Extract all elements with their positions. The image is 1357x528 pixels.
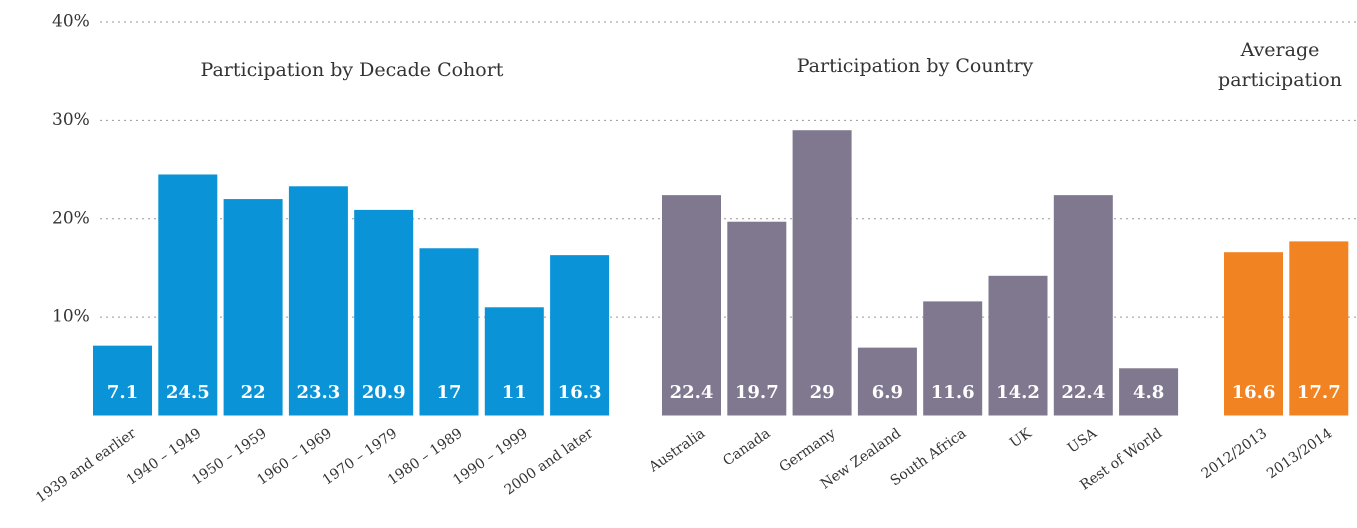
bar — [1053, 195, 1113, 416]
x-tick-label: 2012/2013 — [1199, 425, 1270, 482]
x-tick-label: 1939 and earlier — [33, 425, 139, 506]
x-tick-label: Germany — [776, 425, 838, 475]
x-tick-label: USA — [1065, 425, 1101, 457]
data-label: 16.3 — [558, 382, 602, 403]
bar — [662, 195, 721, 416]
bar — [158, 174, 218, 416]
data-label: 20.9 — [362, 382, 406, 403]
y-tick-label: 20% — [52, 208, 90, 228]
data-label: 22 — [241, 382, 266, 403]
panel-title: Participation by Country — [796, 55, 1034, 77]
x-tick-label: Canada — [720, 425, 773, 469]
bar — [1224, 252, 1283, 416]
bar — [727, 221, 787, 416]
data-label: 7.1 — [107, 382, 138, 403]
y-tick-label: 10% — [52, 307, 90, 327]
data-label: 22.4 — [670, 382, 714, 403]
bar — [550, 255, 610, 416]
bar — [223, 199, 283, 416]
data-label: 22.4 — [1061, 382, 1105, 403]
bar — [419, 248, 479, 416]
bar — [1289, 241, 1349, 416]
y-tick-label: 40% — [52, 12, 90, 32]
data-label: 29 — [810, 382, 835, 403]
data-label: 17 — [436, 382, 461, 403]
data-label: 17.7 — [1297, 382, 1341, 403]
bar — [1119, 368, 1179, 416]
bar — [354, 209, 414, 416]
panel-title: Participation by Decade Cohort — [200, 59, 504, 81]
data-label: 14.2 — [996, 382, 1040, 403]
x-tick-label: 2013/2014 — [1264, 425, 1335, 482]
y-tick-label: 30% — [52, 110, 90, 130]
data-label: 19.7 — [735, 382, 779, 403]
data-label: 11 — [502, 382, 527, 403]
data-label: 6.9 — [872, 382, 903, 403]
bar — [93, 345, 152, 416]
x-tick-label: UK — [1007, 425, 1035, 451]
data-label: 23.3 — [296, 382, 340, 403]
data-label: 16.6 — [1232, 382, 1276, 403]
bar — [857, 347, 917, 416]
bar — [792, 130, 852, 416]
bar — [923, 301, 983, 416]
data-label: 24.5 — [166, 382, 210, 403]
data-label: 11.6 — [931, 382, 975, 403]
bar — [988, 275, 1048, 416]
x-tick-label: Australia — [645, 425, 708, 476]
panel-title: Average participation — [1218, 39, 1342, 91]
data-label: 4.8 — [1133, 382, 1164, 403]
bar — [288, 186, 348, 416]
bar — [484, 307, 544, 416]
